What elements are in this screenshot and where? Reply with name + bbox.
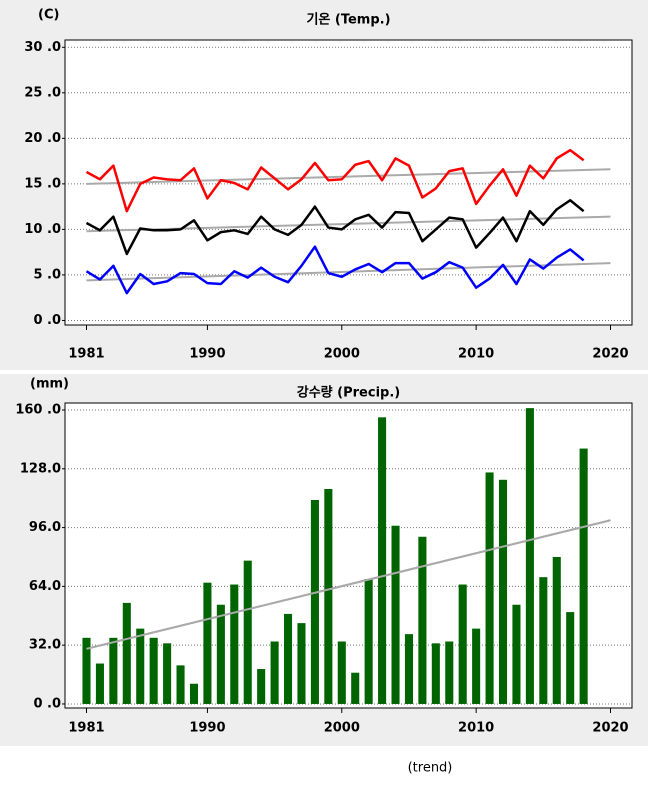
bar [149, 637, 158, 704]
y-tick-label: 0 .0 [33, 696, 61, 711]
line-series [85, 199, 585, 256]
y-tick-label: 64.0 [29, 579, 61, 594]
bar [579, 448, 588, 704]
y-tick-label: 128.0 [20, 461, 61, 476]
trend-line [86, 519, 611, 650]
bar [485, 472, 494, 704]
bar [378, 417, 387, 704]
bar [391, 525, 400, 704]
x-tick-label: 2020 [592, 347, 628, 362]
y-tick-label: 15 .0 [24, 176, 61, 191]
y-axis-label: (C) [38, 8, 59, 23]
y-tick-label: 32.0 [29, 638, 61, 653]
x-tick-label: 2010 [458, 721, 494, 736]
bar [95, 663, 104, 704]
bar [176, 665, 185, 704]
x-tick-label: 1981 [68, 347, 104, 362]
bar [364, 579, 373, 704]
bar [163, 643, 172, 704]
y-tick-label: 10 .0 [24, 222, 61, 237]
line-series [85, 148, 585, 213]
bar [566, 612, 575, 704]
y-tick-label: 25 .0 [24, 85, 61, 100]
bar [351, 672, 360, 704]
bar [324, 488, 333, 704]
bar [445, 641, 454, 704]
bar [122, 602, 131, 704]
bar [189, 683, 199, 704]
bar [337, 641, 346, 704]
chart-title: 기온 (Temp.) [306, 13, 390, 28]
y-tick-label: 0 .0 [33, 313, 61, 328]
bar [284, 613, 293, 704]
y-tick-label: 160 .0 [15, 402, 61, 417]
y-axis-label: (mm) [30, 377, 69, 392]
bar [297, 623, 306, 704]
bar [512, 604, 521, 704]
bar [418, 536, 427, 704]
chart-title: 강수량 (Precip.) [297, 385, 400, 401]
x-tick-label: 2020 [592, 721, 628, 736]
bar [525, 408, 534, 704]
bar [270, 641, 279, 704]
y-tick-label: 30 .0 [24, 40, 61, 55]
bar [431, 643, 440, 704]
y-tick-label: 5 .0 [33, 267, 61, 282]
bar [257, 669, 266, 704]
x-tick-label: 2010 [458, 347, 494, 362]
x-tick-label: 2000 [324, 721, 360, 736]
y-tick-label: 20 .0 [24, 131, 61, 146]
bar [310, 500, 319, 704]
bar [230, 584, 239, 704]
trend-line [86, 168, 611, 185]
bar [458, 584, 467, 704]
bar [243, 560, 252, 704]
x-tick-label: 1990 [189, 347, 225, 362]
bar [404, 634, 413, 704]
bar [216, 604, 225, 704]
bar [552, 556, 561, 704]
bar [472, 628, 481, 704]
bar [82, 637, 91, 704]
bar [498, 479, 508, 704]
bar [109, 637, 118, 704]
bar [203, 582, 212, 704]
plot-area [64, 402, 633, 709]
line-series [85, 245, 585, 295]
x-tick-label: 2000 [324, 347, 360, 362]
y-tick-label: 96.0 [29, 520, 61, 535]
x-tick-label: 1990 [189, 721, 225, 736]
x-tick-label: 1981 [68, 721, 104, 736]
bar [136, 628, 145, 704]
caption: (trend) [408, 761, 453, 776]
bar [539, 577, 548, 704]
